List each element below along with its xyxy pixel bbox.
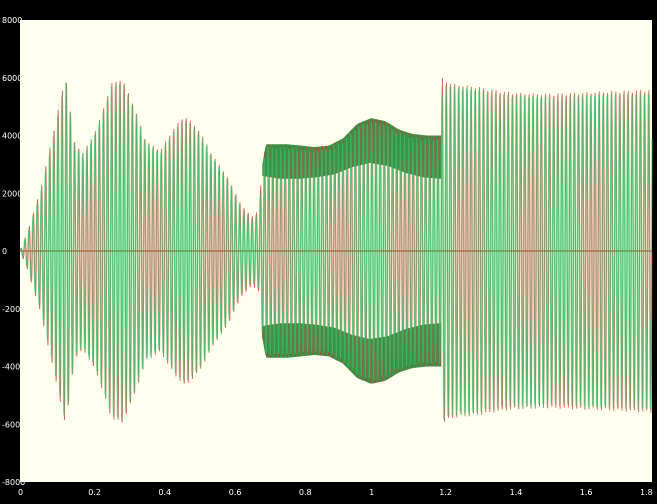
x-tick-label: 0.6 <box>229 488 242 497</box>
y-tick-label: -6000 <box>2 420 25 429</box>
x-tick-label: 0.4 <box>158 488 171 497</box>
x-tick-label: 1 <box>369 488 374 497</box>
y-tick-label: -2000 <box>2 305 25 314</box>
x-tick-label: 1.2 <box>439 488 452 497</box>
x-tick-label: 1.6 <box>580 488 593 497</box>
x-tick-label: 0.2 <box>88 488 101 497</box>
y-tick-label: 2000 <box>2 189 22 198</box>
y-tick-label: 8000 <box>2 16 22 25</box>
x-tick-label: 0.8 <box>299 488 312 497</box>
y-tick-label: -4000 <box>2 363 25 372</box>
y-tick-label: 0 <box>2 247 7 256</box>
y-tick-label: -8000 <box>2 478 25 487</box>
x-tick-label: 0 <box>18 488 23 497</box>
x-tick-label: 1.4 <box>510 488 523 497</box>
y-tick-label: 4000 <box>2 132 22 141</box>
x-tick-label: 1.8 <box>640 488 653 497</box>
y-tick-label: 6000 <box>2 74 22 83</box>
series-green-waveform <box>19 82 653 421</box>
